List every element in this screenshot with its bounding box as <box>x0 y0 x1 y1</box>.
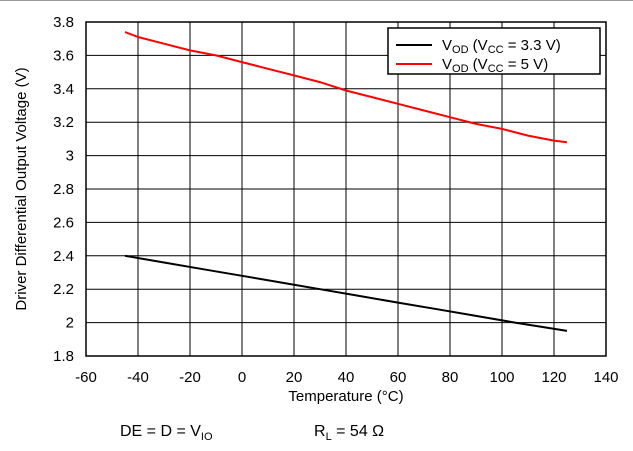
series-line-1 <box>124 254 568 332</box>
x-tick-label: 140 <box>593 369 618 386</box>
legend-box <box>387 27 601 75</box>
legend-text-part: = 3.3 V) <box>504 37 561 54</box>
legend-subscript: OD <box>452 63 469 75</box>
top-divider <box>0 0 633 1</box>
legend-text-part: V <box>442 37 452 54</box>
y-tick-label: 2.6 <box>53 214 74 231</box>
y-tick-label: 2.8 <box>53 181 74 198</box>
legend: VOD (VCC = 3.3 V)VOD (VCC = 5 V) <box>387 27 601 75</box>
plot-frame <box>85 21 607 357</box>
x-tick-label: 60 <box>390 369 407 386</box>
legend-subscript: OD <box>452 44 469 56</box>
legend-label-1: VOD (VCC = 3.3 V) <box>442 37 561 56</box>
legend-label-2: VOD (VCC = 5 V) <box>442 56 548 75</box>
y-tick-label: 2 <box>66 315 74 332</box>
x-tick-label: 0 <box>238 369 246 386</box>
x-tick-label: -20 <box>179 369 201 386</box>
y-tick-label: 3.2 <box>53 114 74 131</box>
y-tick-labels: 1.8 2 2.2 2.4 2.6 2.8 3 3.2 3.4 3.6 3.8 <box>53 14 74 365</box>
y-tick-label: 3.4 <box>53 81 74 98</box>
condition-load-subscript: L <box>325 431 332 444</box>
condition-inputs-text: DE = D = V <box>120 423 201 440</box>
x-tick-label: -60 <box>75 369 97 386</box>
series-line-2 <box>124 31 568 144</box>
condition-note-inputs: DE = D = VIO <box>120 423 213 443</box>
x-tick-label: 80 <box>442 369 459 386</box>
legend-subscript: CC <box>488 63 504 75</box>
y-axis-label: Driver Differential Output Voltage (V) <box>13 67 30 310</box>
condition-note-load: RL = 54 Ω <box>314 423 384 443</box>
condition-inputs-subscript: IO <box>200 431 213 444</box>
legend-text-part: (V <box>469 56 488 73</box>
x-tick-label: 40 <box>338 369 355 386</box>
x-tick-label: 100 <box>489 369 514 386</box>
x-tick-labels: -60 -40 -20 0 20 40 60 80 100 120 140 <box>75 369 618 386</box>
x-tick-label: 120 <box>541 369 566 386</box>
x-tick-label: -40 <box>127 369 149 386</box>
y-tick-label: 2.2 <box>53 281 74 298</box>
legend-text-part: = 5 V) <box>504 56 549 73</box>
legend-text-part: V <box>442 56 452 73</box>
y-tick-label: 1.8 <box>53 348 74 365</box>
condition-load-text: R <box>314 423 326 440</box>
y-tick-label: 3 <box>66 148 74 165</box>
legend-text-part: (V <box>469 37 488 54</box>
line-chart: -60 -40 -20 0 20 40 60 80 100 120 140 1.8 2 2.2 2.4 2.… <box>13 14 619 405</box>
y-tick-label: 2.4 <box>53 248 74 265</box>
condition-load-value: = 54 Ω <box>331 423 385 440</box>
legend-subscript: CC <box>488 44 504 56</box>
series-layer <box>124 31 568 332</box>
x-axis-label: Temperature (°C) <box>288 388 403 405</box>
y-tick-label: 3.6 <box>53 47 74 64</box>
x-tick-label: 20 <box>286 369 303 386</box>
y-tick-label: 3.8 <box>53 14 74 31</box>
